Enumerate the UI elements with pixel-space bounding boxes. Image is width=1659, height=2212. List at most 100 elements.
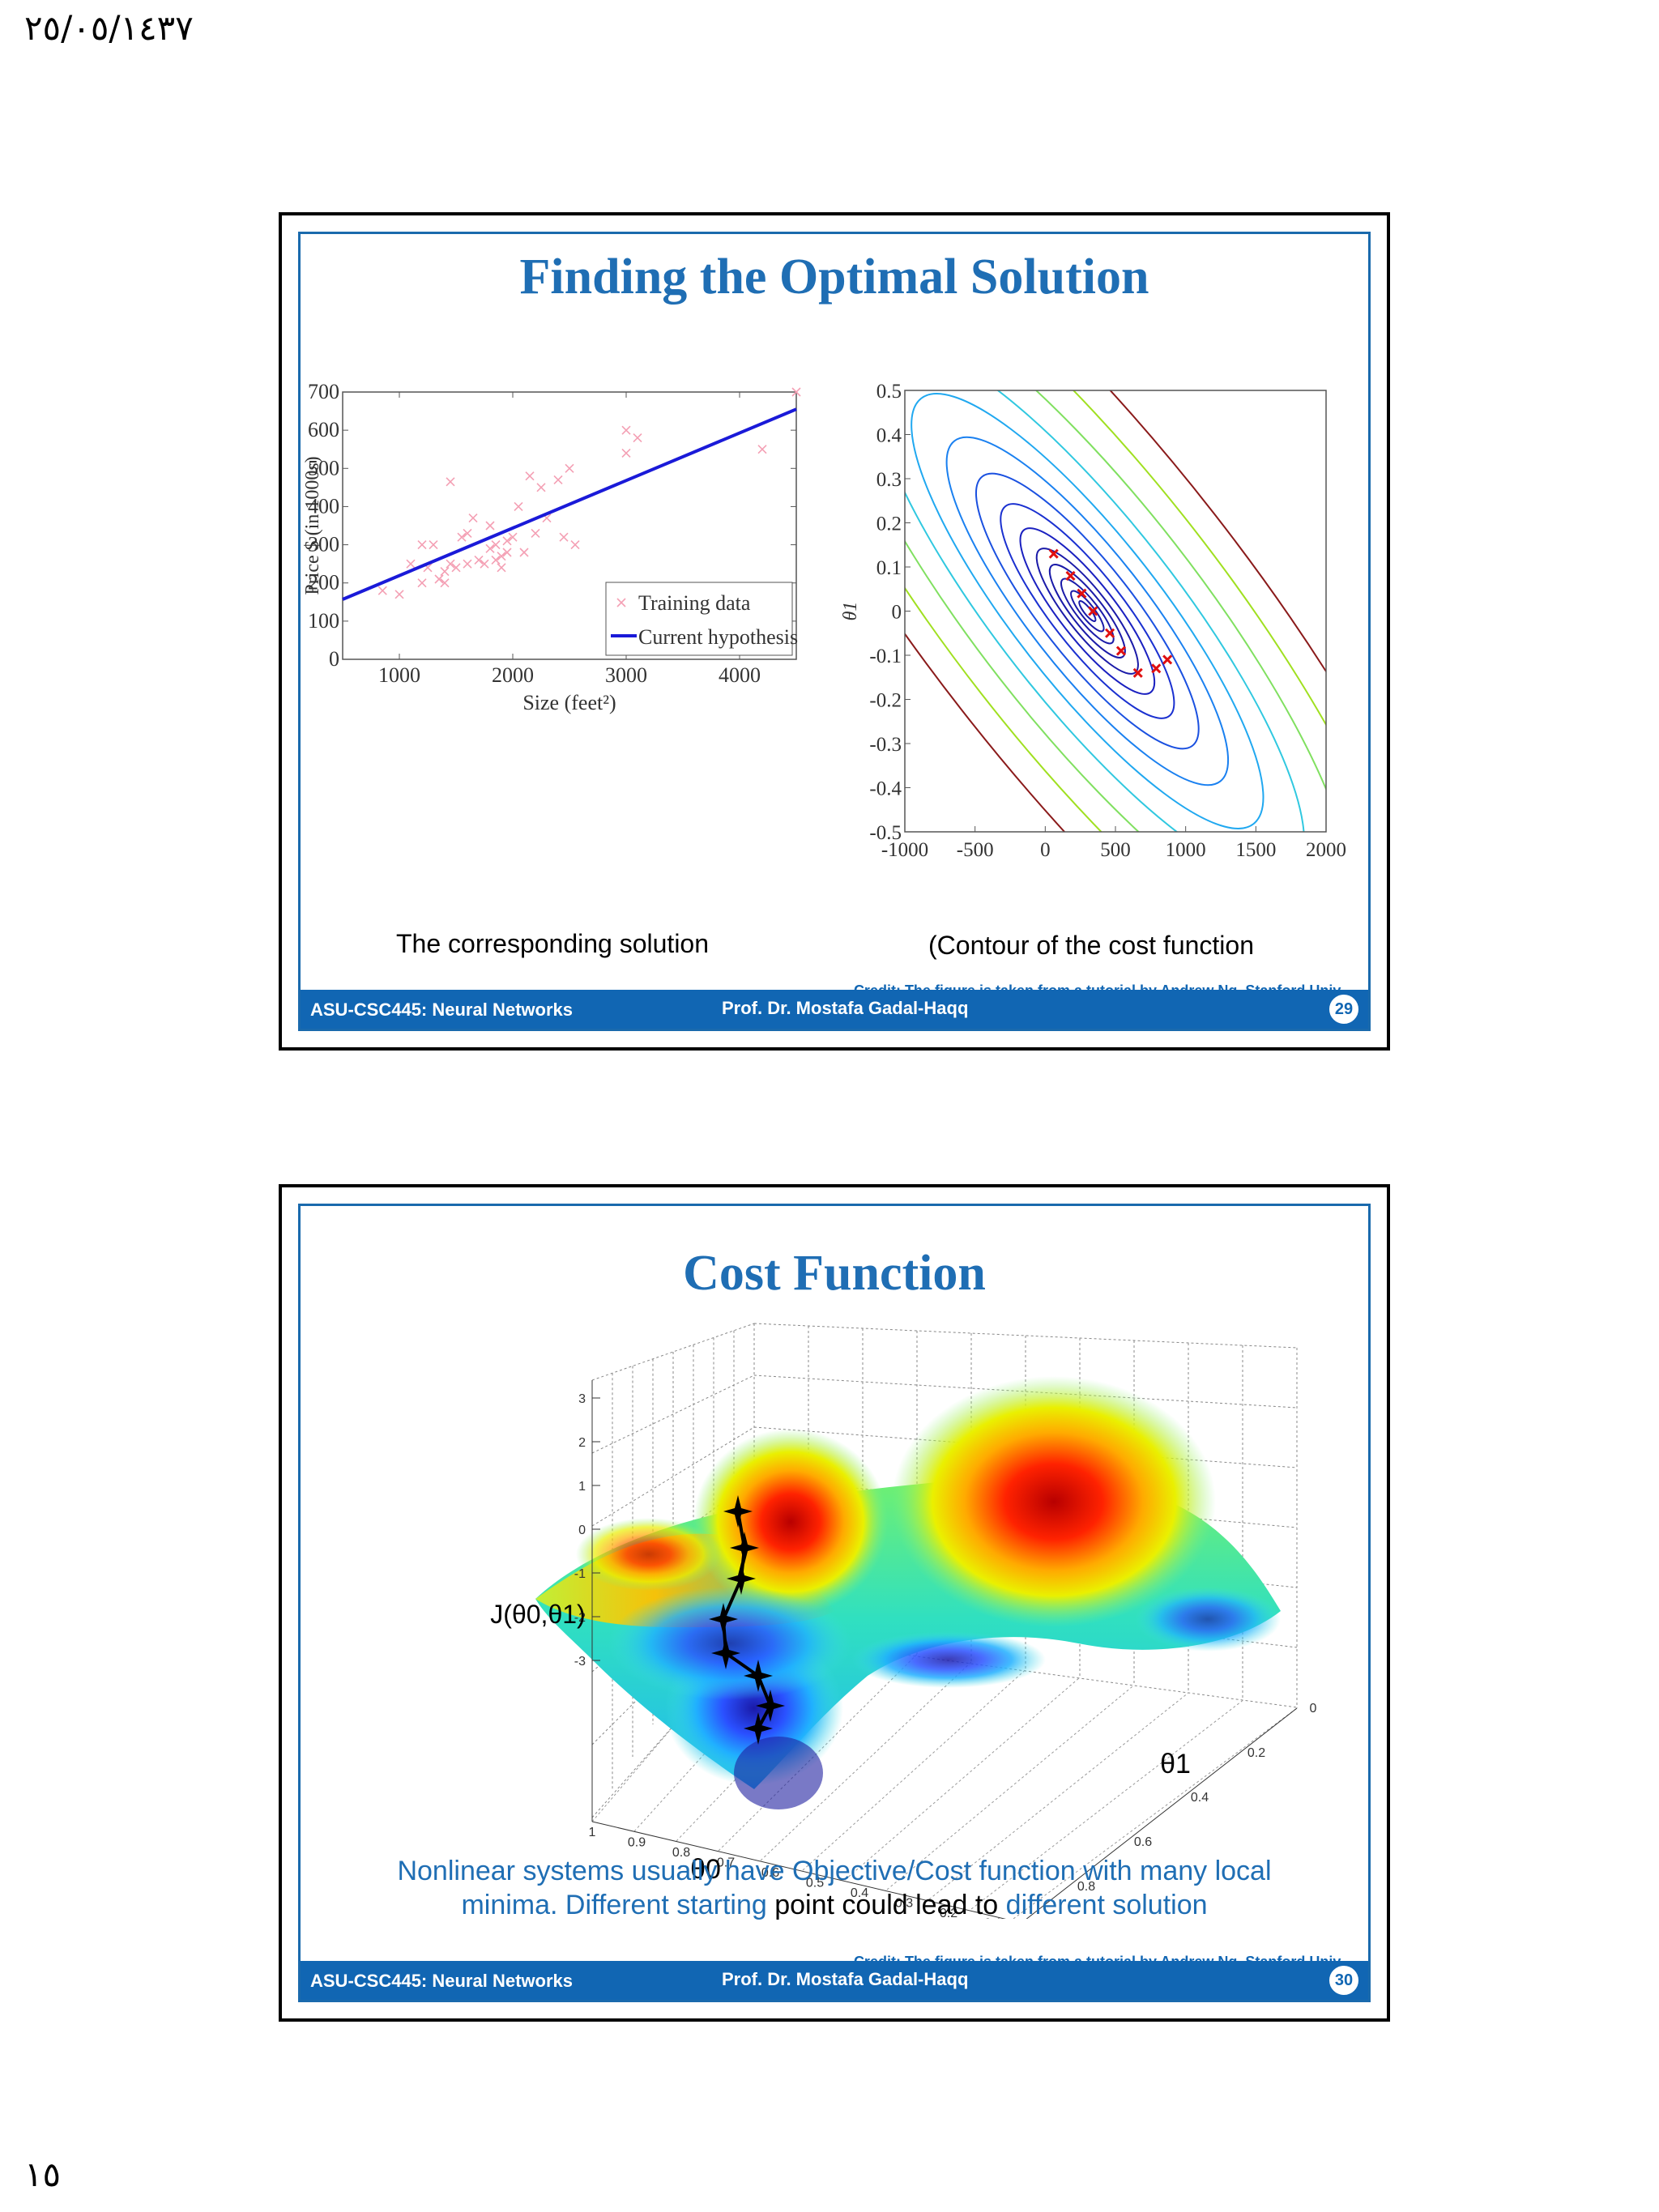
theta1-tick-label: 0.6 xyxy=(1134,1835,1152,1849)
x-axis-label: Size (feet²) xyxy=(522,691,616,714)
descent-step-marker xyxy=(711,1637,740,1669)
y-tick-label: 0.1 xyxy=(876,557,902,579)
y-tick-label: -0.2 xyxy=(869,690,902,712)
training-point xyxy=(553,475,563,484)
training-point xyxy=(497,552,506,561)
slide-footer: ASU-CSC445: Neural Networks Prof. Dr. Mo… xyxy=(301,990,1368,1029)
training-point xyxy=(633,433,642,443)
contour-line xyxy=(945,436,1230,786)
professor-name: Prof. Dr. Mostafa Gadal-Haqq xyxy=(722,1969,969,1989)
training-point xyxy=(377,586,387,595)
grid-line xyxy=(802,1669,1026,1871)
y-tick-label: -0.5 xyxy=(869,822,902,844)
training-point xyxy=(525,471,535,481)
training-point xyxy=(474,555,484,565)
x-tick-label: 2000 xyxy=(492,663,534,687)
y-tick-label: 600 xyxy=(308,418,339,441)
training-point xyxy=(497,563,506,573)
x-tick-label: 500 xyxy=(1100,839,1131,861)
theta1-axis-label: θ1 xyxy=(1160,1749,1191,1779)
surface-peak xyxy=(892,1376,1216,1627)
legend-box xyxy=(605,582,793,656)
training-point xyxy=(446,559,455,569)
theta1-tick-label: 0.8 xyxy=(1077,1880,1095,1894)
theta1-axis xyxy=(1026,1707,1298,1919)
grid-line xyxy=(1013,1707,1298,1919)
professor-name: Prof. Dr. Mostafa Gadal-Haqq xyxy=(722,998,969,1018)
slide-title: Cost Function xyxy=(683,1246,986,1301)
training-point xyxy=(485,543,495,553)
x-tick-label: 0 xyxy=(1040,839,1051,861)
y-tick-label: 0 xyxy=(892,602,902,624)
cost-surface-3d-chart: 3 2 1 0 -1 -2 -3 1 0.9 0.8 0.7 0.6 0.5 0.4 0.3 0.2 0.1 0 0… xyxy=(490,1323,1317,1920)
description-part2: point could lead to xyxy=(766,1890,1006,1920)
training-point xyxy=(559,532,569,542)
training-point xyxy=(429,540,438,550)
theta0-axis-label: θ0 xyxy=(690,1854,721,1885)
training-point xyxy=(451,563,461,573)
x-tick-label: 2000 xyxy=(1306,839,1346,861)
plot-area xyxy=(904,390,1327,833)
z-tick-label: 1 xyxy=(578,1480,586,1494)
x-tick-label: 4000 xyxy=(719,663,761,687)
slide-30: Cost Function xyxy=(279,1184,1390,2022)
training-point xyxy=(570,540,580,550)
y-tick-label: 0.4 xyxy=(876,425,902,447)
surface-minimum xyxy=(734,1737,823,1809)
page-date: ٢٥/٠٥/١٤٣٧ xyxy=(24,8,194,48)
y-tick-label: -0.3 xyxy=(869,734,902,756)
training-point xyxy=(463,528,472,538)
training-point xyxy=(621,425,631,435)
theta0-tick-label: 0.6 xyxy=(761,1866,779,1880)
descent-step-marker xyxy=(744,1712,773,1745)
training-point xyxy=(485,521,495,531)
slide-footer: ASU-CSC445: Neural Networks Prof. Dr. Mo… xyxy=(301,1961,1368,2000)
descent-step-marker xyxy=(1048,548,1059,559)
y-tick-label: 500 xyxy=(308,456,339,479)
page-number: ١٥ xyxy=(24,2154,62,2194)
y-tick-label: 0.2 xyxy=(876,514,902,535)
legend-label-hypothesis: Current hypothesis xyxy=(638,625,798,649)
training-point xyxy=(406,559,416,569)
theta0-tick-label: 1 xyxy=(589,1826,596,1839)
contour-line xyxy=(911,393,1265,829)
descent-step-marker xyxy=(756,1690,785,1722)
caption-left: The corresponding solution xyxy=(396,929,710,958)
theta0-tick-label: 0.1 xyxy=(984,1917,1002,1920)
contour-line xyxy=(975,472,1200,750)
y-tick-label: -0.1 xyxy=(869,646,902,667)
training-point xyxy=(621,448,631,458)
slide-description: Nonlinear systems usually have Objective… xyxy=(301,1854,1368,1922)
training-point xyxy=(491,540,501,550)
legend-label-training: Training data xyxy=(638,591,751,615)
contour-line xyxy=(905,390,1326,832)
descent-step-marker xyxy=(1162,654,1173,665)
theta1-tick-label: 0 xyxy=(1310,1702,1317,1715)
training-point xyxy=(480,559,489,569)
descent-step-marker xyxy=(1088,606,1098,616)
descent-step-marker xyxy=(1105,628,1115,638)
y-tick-label: 700 xyxy=(308,380,339,403)
z-tick-label: -3 xyxy=(574,1655,586,1669)
theta0-tick-label: 0.3 xyxy=(895,1897,913,1911)
contour-line xyxy=(905,390,1326,832)
z-axis-label: J(θ0,θ1) xyxy=(490,1600,585,1629)
slide-number: 29 xyxy=(1328,993,1360,1025)
training-point xyxy=(440,578,450,588)
training-point xyxy=(514,501,523,511)
contour-line xyxy=(905,390,1305,832)
descent-step-marker xyxy=(730,1532,759,1564)
x-tick-label: 1000 xyxy=(378,663,420,687)
x-tick-label: -500 xyxy=(957,839,994,861)
grid-line xyxy=(928,1692,1189,1900)
x-tick-label: 1000 xyxy=(1166,839,1206,861)
contour-line xyxy=(1000,503,1175,719)
descent-step-marker xyxy=(1151,663,1162,674)
slide-title: Finding the Optimal Solution xyxy=(519,249,1149,305)
theta0-tick-label: 0.2 xyxy=(940,1907,957,1919)
contour-line xyxy=(1048,564,1126,658)
descent-step-marker xyxy=(1115,646,1126,656)
training-point xyxy=(446,477,455,487)
training-point xyxy=(508,532,518,542)
course-name: ASU-CSC445: Neural Networks xyxy=(310,1971,573,1991)
